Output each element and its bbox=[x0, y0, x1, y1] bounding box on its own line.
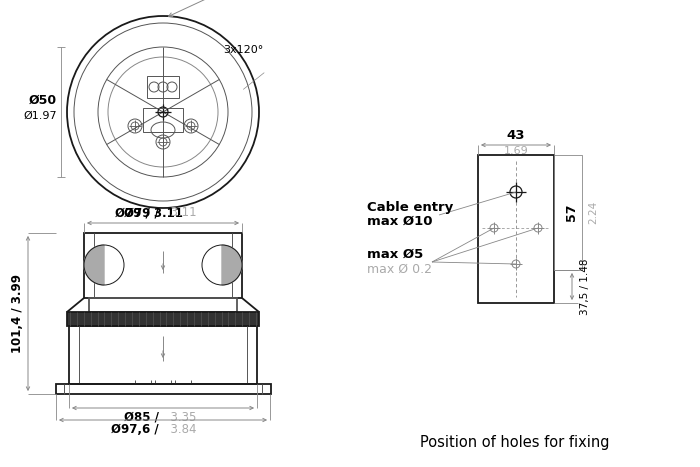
Polygon shape bbox=[84, 245, 104, 285]
Text: 2.24: 2.24 bbox=[588, 201, 598, 224]
Bar bbox=[147, 76, 179, 98]
Bar bbox=[478, 155, 554, 303]
Bar bbox=[143, 108, 183, 132]
Text: Position of holes for fixing: Position of holes for fixing bbox=[420, 436, 610, 451]
Text: 3.11: 3.11 bbox=[163, 206, 197, 219]
Bar bbox=[84, 233, 242, 298]
Text: Ø1.97: Ø1.97 bbox=[23, 111, 57, 121]
Text: 3x120°: 3x120° bbox=[223, 45, 263, 55]
Text: 43: 43 bbox=[507, 129, 525, 142]
Text: max Ø 0.2: max Ø 0.2 bbox=[367, 262, 432, 276]
Text: 3.35: 3.35 bbox=[163, 411, 197, 424]
Text: 37,5 / 1.48: 37,5 / 1.48 bbox=[580, 258, 590, 315]
Bar bbox=[554, 155, 582, 270]
Text: 101,4 / 3.99: 101,4 / 3.99 bbox=[11, 274, 24, 353]
Text: 3.84: 3.84 bbox=[163, 423, 197, 436]
Bar bbox=[67, 312, 259, 326]
Text: max Ø10: max Ø10 bbox=[367, 214, 433, 227]
Text: Ø79 / 3.11: Ø79 / 3.11 bbox=[115, 206, 183, 219]
Bar bbox=[89, 298, 237, 312]
Bar bbox=[56, 384, 271, 394]
Text: Ø79 /: Ø79 / bbox=[124, 206, 163, 219]
Text: Cable entry: Cable entry bbox=[367, 200, 454, 213]
Text: Ø50: Ø50 bbox=[29, 93, 57, 106]
Text: 57: 57 bbox=[565, 204, 578, 221]
Text: max Ø5: max Ø5 bbox=[367, 248, 424, 261]
Text: 1.69: 1.69 bbox=[503, 146, 528, 156]
Polygon shape bbox=[222, 245, 242, 285]
Text: Ø97,6 /: Ø97,6 / bbox=[111, 423, 163, 436]
Text: Ø85 /: Ø85 / bbox=[124, 411, 163, 424]
Bar bbox=[69, 326, 257, 384]
